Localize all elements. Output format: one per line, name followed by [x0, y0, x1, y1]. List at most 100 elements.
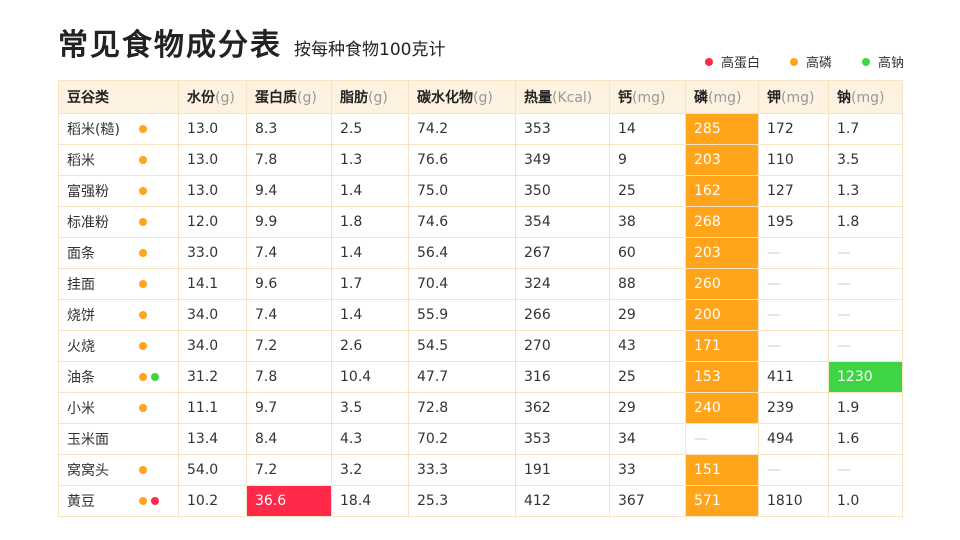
phosphorus-dot-icon: [139, 466, 147, 474]
indicator-dots: [139, 270, 147, 299]
phosphorus-dot-icon: [139, 125, 147, 133]
table-cell: —: [758, 330, 829, 362]
indicator-dots: [139, 363, 159, 392]
table-row: 富强粉 13.0 9.4 1.4 75.0 350 25 162 127 1.3: [58, 175, 903, 207]
indicator-dots: [139, 487, 159, 516]
page-subtitle: 按每种食物100克计: [294, 40, 446, 60]
table-cell: 354: [515, 206, 610, 238]
column-header: 豆谷类: [58, 80, 179, 114]
table-cell: 324: [515, 268, 610, 300]
table-cell: 72.8: [408, 392, 516, 424]
table-cell: 260: [685, 268, 759, 300]
column-header: 钠(mg): [828, 80, 903, 114]
phosphorus-dot-icon: [139, 218, 147, 226]
food-name: 稻米(糙): [67, 122, 120, 138]
food-name-cell: 火烧: [58, 330, 179, 362]
column-header-unit: (g): [473, 90, 493, 106]
food-name: 挂面: [67, 277, 95, 293]
table-cell: 7.8: [246, 361, 332, 393]
table-cell: —: [828, 268, 903, 300]
table-cell: 203: [685, 237, 759, 269]
table-cell: 367: [609, 485, 686, 517]
table-cell: 1.9: [828, 392, 903, 424]
indicator-dots: [139, 208, 147, 237]
table-cell: 47.7: [408, 361, 516, 393]
table-cell: 316: [515, 361, 610, 393]
table-cell: 4.3: [331, 423, 409, 455]
table-cell: 34.0: [178, 330, 247, 362]
column-header: 水份(g): [178, 80, 247, 114]
food-name-cell: 面条: [58, 237, 179, 269]
table-cell: 43: [609, 330, 686, 362]
column-header-unit: (mg): [708, 90, 742, 106]
table-cell: 1.3: [828, 175, 903, 207]
table-cell: 172: [758, 113, 829, 145]
table-cell: 10.4: [331, 361, 409, 393]
table-cell: —: [758, 454, 829, 486]
phosphorus-dot-icon: [139, 404, 147, 412]
table-cell: 353: [515, 113, 610, 145]
table-cell: 13.4: [178, 423, 247, 455]
table-cell: 151: [685, 454, 759, 486]
table-cell: 2.5: [331, 113, 409, 145]
food-name-cell: 玉米面: [58, 423, 179, 455]
protein-dot-icon: [151, 497, 159, 505]
table-cell: 240: [685, 392, 759, 424]
column-header-unit: (g): [368, 90, 388, 106]
column-header: 磷(mg): [685, 80, 759, 114]
table-row: 火烧 34.0 7.2 2.6 54.5 270 43 171— —: [58, 330, 903, 362]
column-header-name: 磷: [694, 90, 708, 106]
table-cell: 74.2: [408, 113, 516, 145]
column-header: 碳水化物(g): [408, 80, 516, 114]
table-cell: —: [828, 299, 903, 331]
table-cell: 200: [685, 299, 759, 331]
table-cell: 266: [515, 299, 610, 331]
table-cell: 267: [515, 237, 610, 269]
phosphorus-dot-icon: [139, 187, 147, 195]
food-name: 面条: [67, 246, 95, 262]
phosphorus-dot-icon: [139, 249, 147, 257]
table-cell: 9: [609, 144, 686, 176]
food-name: 黄豆: [67, 494, 95, 510]
table-cell: —: [828, 330, 903, 362]
table-cell: —: [828, 237, 903, 269]
table-cell: 203: [685, 144, 759, 176]
table-cell: 7.8: [246, 144, 332, 176]
table-cell: 18.4: [331, 485, 409, 517]
table-cell: 7.2: [246, 454, 332, 486]
page-title: 常见食物成分表: [58, 28, 282, 63]
food-name: 小米: [67, 401, 95, 417]
food-composition-table: 豆谷类 水份(g) 蛋白质(g) 脂肪(g) 碳水化物(g) 热量(Kcal) 钙(mg) 磷…: [58, 80, 903, 517]
table-cell: 54.0: [178, 454, 247, 486]
food-name-cell: 稻米(糙): [58, 113, 179, 145]
table-cell: 14: [609, 113, 686, 145]
table-cell: 3.5: [828, 144, 903, 176]
table-cell: 1.8: [331, 206, 409, 238]
column-header-name: 蛋白质: [255, 90, 297, 106]
column-header-unit: (mg): [781, 90, 815, 106]
table-cell: 270: [515, 330, 610, 362]
table-cell: 25.3: [408, 485, 516, 517]
table-cell: —: [828, 454, 903, 486]
table-cell: 70.2: [408, 423, 516, 455]
table-cell: 7.2: [246, 330, 332, 362]
legend-dot-icon: [861, 57, 870, 66]
table-cell: 153: [685, 361, 759, 393]
column-header: 蛋白质(g): [246, 80, 332, 114]
table-cell: 9.9: [246, 206, 332, 238]
food-name: 油条: [67, 370, 95, 386]
indicator-dots: [139, 332, 147, 361]
table-cell: 7.4: [246, 237, 332, 269]
legend-label: 高磷: [805, 56, 832, 71]
table-row: 油条 31.2 7.8 10.4 47.7 316 25 153 411 1230: [58, 361, 903, 393]
phosphorus-dot-icon: [139, 497, 147, 505]
table-cell: 285: [685, 113, 759, 145]
table-cell: 54.5: [408, 330, 516, 362]
table-cell: 33.0: [178, 237, 247, 269]
table-cell: 9.4: [246, 175, 332, 207]
table-cell: 412: [515, 485, 610, 517]
table-cell: 13.0: [178, 113, 247, 145]
table-cell: 1230: [828, 361, 903, 393]
column-header-name: 钾: [767, 90, 781, 106]
table-cell: 34: [609, 423, 686, 455]
